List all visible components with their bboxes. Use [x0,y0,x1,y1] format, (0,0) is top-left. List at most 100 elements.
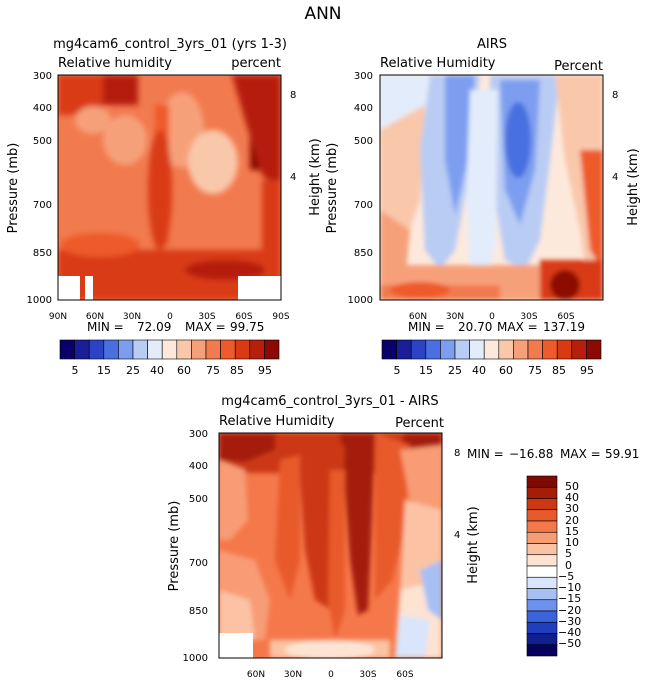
y-tick-700: 700 [189,558,208,569]
cb-label: 40 [565,491,579,504]
cb-label: 5 [394,364,401,377]
y-tick-700: 700 [33,200,52,211]
x-tick-0: 0 [328,670,334,680]
colorbar-swatch [440,339,456,360]
colorbar-swatch [176,339,192,360]
panel-diff-title: mg4cam6_control_3yrs_01 - AIRS [221,394,438,409]
x-tick-60n: 60N [86,312,104,322]
x-tick-30n: 30N [446,312,464,322]
colorbar-swatch [396,339,412,360]
y-tick-400: 400 [354,103,373,114]
colorbar-swatch [526,475,558,488]
missing-data [238,276,281,300]
colorbar-swatch [526,588,558,601]
y-tick-1000: 1000 [27,295,52,306]
x-tick-30n: 30N [284,670,302,680]
y2-tick-8: 8 [454,448,460,459]
y-tick-850: 850 [33,248,52,259]
colorbar-swatch [571,339,587,360]
min-label: MIN = [87,320,124,334]
stats: MIN = −16.88 MAX = 59.91 [467,447,639,461]
y2-axis: Height (km) 8 4 [454,448,481,584]
plot-frame [57,74,282,301]
y2-tick-4: 4 [612,172,618,183]
y-tick-1000: 1000 [348,295,373,306]
cb-label: 0 [565,559,572,572]
cb-label: 15 [419,364,433,377]
colorbar-swatch [586,339,602,360]
y-axis-label: Pressure (mb) [325,143,340,234]
colorbar-swatch [220,339,236,360]
y-tick-300: 300 [354,71,373,82]
colorbar-swatch [526,633,558,646]
cb-label: 75 [206,364,220,377]
colorbar-swatch [526,498,558,511]
x-tick-60n: 60N [247,670,265,680]
y-tick-850: 850 [354,248,373,259]
min-value: −16.88 [509,447,553,461]
y-tick-700: 700 [354,200,373,211]
panel-obs: AIRS Relative Humidity Percent [325,37,641,377]
colorbar-swatch [161,339,178,360]
colorbar-swatch [205,339,221,360]
panel-diff: mg4cam6_control_3yrs_01 - AIRS Relative … [167,394,639,680]
max-label: MAX = [497,320,538,334]
x-tick-90s: 90S [272,312,289,322]
y-tick-850: 850 [189,606,208,617]
panel-obs-left-label: Relative Humidity [380,56,496,71]
cb-label: 25 [126,364,140,377]
x-tick-60s: 60S [235,312,252,322]
y-tick-400: 400 [33,103,52,114]
colorbar-swatch [526,610,558,623]
cb-label: 40 [150,364,164,377]
colorbar-swatch [88,339,105,360]
max-value: 137.19 [543,320,585,334]
colorbar-swatch [526,644,558,657]
colorbar-swatch [526,565,558,578]
y2-tick-4: 4 [290,172,296,183]
cb-label: −15 [558,592,581,605]
panel-diff-field [219,433,442,658]
panel-model-title: mg4cam6_control_3yrs_01 (yrs 1-3) [53,37,287,52]
panel-diff-left-label: Relative Humidity [219,414,335,429]
y-axis-label: Pressure (mb) [6,143,21,234]
panel-diff-right-label: Percent [395,416,444,431]
y-tick-300: 300 [189,429,208,440]
plot-frame [218,432,443,659]
figure-title: ANN [304,4,341,24]
panel-model-right-label: percent [231,56,281,71]
x-tick-60n: 60N [409,312,427,322]
x-tick-0: 0 [489,312,495,322]
colorbar-swatch [556,339,573,360]
colorbar-swatch [118,339,134,360]
y-tick-1000: 1000 [183,653,208,664]
cb-label: 5 [565,547,572,560]
cb-label: −30 [558,615,581,628]
colorbar-diff: 50 40 30 20 15 10 5 0 −5 −10 −15 −20 −30… [526,475,581,657]
colorbar-swatch [498,339,514,360]
y2-axis: Height (km) 8 4 [290,90,323,216]
y2-tick-8: 8 [612,90,618,101]
colorbar-swatch [526,486,558,499]
colorbar-swatch [147,339,163,360]
x-axis: 90N 60N 30N 0 30S 60S 90S [49,312,290,322]
cb-label: 60 [177,364,191,377]
colorbar-swatch [526,520,558,533]
colorbar-swatch [234,339,251,360]
colorbar-swatch [249,339,265,360]
cb-label: −10 [558,581,581,594]
min-value: 72.09 [137,320,171,334]
x-axis: 60N 30N 0 30S 60S [409,312,575,322]
panel-model-field [58,75,281,300]
min-value: 20.70 [458,320,492,334]
colorbar-swatch [410,339,427,360]
y-tick-400: 400 [189,461,208,472]
min-label: MIN = [408,320,445,334]
y-axis: Pressure (mb) 300 400 500 700 850 1000 [325,71,373,306]
colorbar-swatch [526,621,558,634]
colorbar-model: 5 15 25 40 60 75 85 95 [59,339,280,377]
colorbar-swatch [526,509,558,522]
cb-label: 10 [565,536,579,549]
colorbar-swatch [59,339,75,360]
